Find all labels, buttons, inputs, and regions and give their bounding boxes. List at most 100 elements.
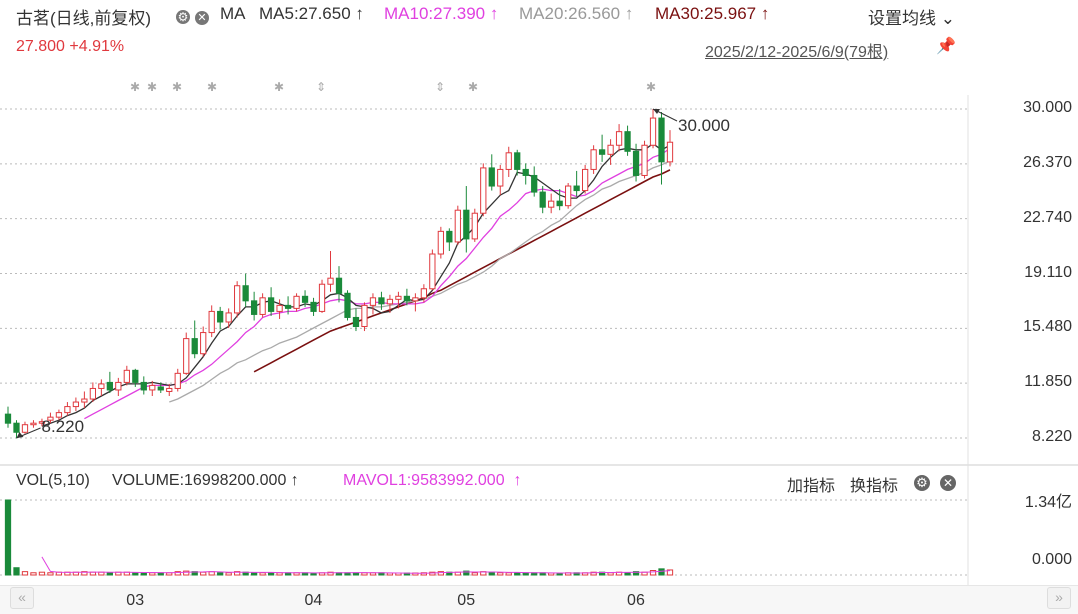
candle <box>632 143 640 182</box>
ma30-line <box>253 169 671 373</box>
candle-body <box>284 304 292 309</box>
candle-body <box>522 168 529 176</box>
volume-bar <box>149 572 156 576</box>
candle <box>327 250 334 292</box>
candle <box>344 290 351 321</box>
candle-body <box>437 230 444 255</box>
candle <box>72 397 80 412</box>
candle-body <box>259 297 266 315</box>
settings-ma-button[interactable]: 设置均线 ⌄ <box>868 9 955 28</box>
candle-body <box>267 297 275 312</box>
candle <box>658 112 665 185</box>
price-tick-label: 11.850 <box>1024 373 1072 391</box>
candle <box>217 306 224 330</box>
candle <box>514 149 521 176</box>
low-label: 8.220 <box>41 417 84 436</box>
volume-bar <box>217 572 224 576</box>
event-marker-icon: ✱ <box>274 80 284 94</box>
candle-body <box>13 422 20 433</box>
candle <box>250 291 258 321</box>
candle <box>361 302 368 332</box>
date-range[interactable]: 2025/2/12-2025/6/9(79根) <box>705 44 889 61</box>
candle-body <box>208 310 215 334</box>
ma20-line <box>169 160 671 403</box>
volume-value: VOLUME:16998200.000 ↑ <box>112 472 299 489</box>
candle-body <box>234 285 241 314</box>
candle-body <box>573 185 580 192</box>
candle <box>267 287 275 316</box>
event-marker-icon: ✱ <box>646 80 656 94</box>
candle <box>38 418 46 427</box>
candle-body <box>217 310 224 323</box>
candle <box>89 382 97 403</box>
volume-bar <box>590 571 597 576</box>
candle <box>123 365 130 386</box>
candle <box>318 279 326 313</box>
candle-body <box>318 283 326 312</box>
candle-body <box>21 424 29 433</box>
gear-icon[interactable]: ⚙ <box>914 474 930 492</box>
chevron-down-icon: ⌄ <box>940 9 955 28</box>
candle-body <box>89 387 97 400</box>
vol-title: VOL(5,10) <box>16 472 90 489</box>
candle-body <box>505 152 512 170</box>
switch-indicator-button[interactable]: 换指标 <box>850 478 899 495</box>
volume-bar <box>81 571 88 576</box>
close-icon[interactable]: ✕ <box>940 474 956 492</box>
candle-body <box>72 401 80 408</box>
candle <box>573 170 580 197</box>
price-grid <box>0 95 1078 585</box>
candle-body <box>369 297 377 306</box>
stock-title: 古茗(日线,前复权) <box>16 4 151 29</box>
volume-tick-label: 0.000 <box>1031 551 1072 568</box>
event-marker-icon: ✱ <box>130 80 140 94</box>
candle-body <box>632 150 640 176</box>
close-icon[interactable]: ✕ <box>195 6 209 26</box>
candle-body <box>395 295 402 300</box>
candle-body <box>30 422 37 426</box>
candle <box>106 371 113 393</box>
ma20-value: MA20:26.560 ↑ <box>519 4 634 23</box>
candle <box>191 320 198 359</box>
candle-body <box>480 167 487 214</box>
volume-bar <box>607 572 614 576</box>
candle <box>276 299 283 319</box>
add-indicator-button[interactable]: 加指标 <box>787 478 836 495</box>
candle <box>21 421 29 434</box>
candle-body <box>55 412 63 418</box>
candle <box>666 130 674 167</box>
candle <box>166 383 173 397</box>
candle-body <box>106 381 113 391</box>
x-tick-label: 03 <box>126 592 145 609</box>
candle <box>649 109 657 149</box>
candle <box>149 380 156 397</box>
x-tick-label: 06 <box>627 592 645 609</box>
candle-body <box>64 406 71 414</box>
volume-bar <box>4 499 12 576</box>
candle <box>293 293 300 312</box>
candle-body <box>310 301 317 312</box>
candle <box>598 134 606 162</box>
x-tick-label: 05 <box>457 592 476 609</box>
pin-icon[interactable]: 📌 <box>936 38 956 55</box>
candle <box>208 305 215 338</box>
candle-body <box>200 332 207 355</box>
candle-body <box>412 297 419 302</box>
mavol1-value: MAVOL1:9583992.000 ↑ <box>343 472 522 489</box>
candle-body <box>47 416 54 421</box>
last-price: 27.800 +4.91% <box>16 38 125 55</box>
candle <box>310 297 317 316</box>
candle <box>463 186 470 253</box>
candle <box>454 205 461 245</box>
event-marker-icon: ✱ <box>147 80 157 94</box>
candle-body <box>658 117 665 163</box>
volume-bar <box>132 572 139 576</box>
x-tick-label: 04 <box>304 592 323 609</box>
scroll-left-button[interactable]: « <box>10 587 34 609</box>
candle-body <box>556 200 563 207</box>
candle <box>565 183 572 209</box>
gear-icon[interactable]: ⚙ <box>176 10 190 24</box>
scroll-right-button[interactable]: » <box>1047 587 1071 609</box>
candle-body <box>531 174 538 193</box>
